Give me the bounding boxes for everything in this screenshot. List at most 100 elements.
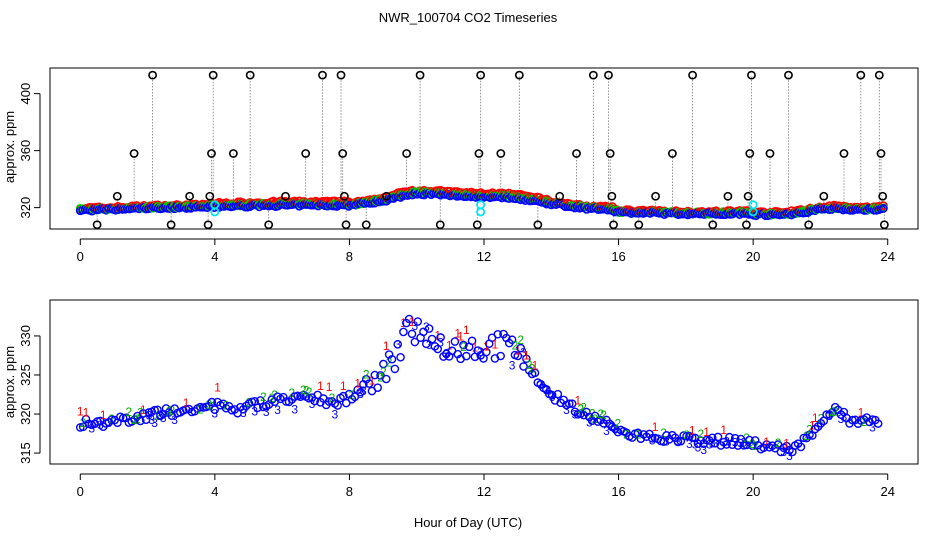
point-level-3: 3 — [700, 443, 707, 457]
point-level-2: 2 — [635, 428, 642, 442]
point-circle — [370, 370, 380, 380]
top-panel: approx. ppm 0 4 8 12 16 20 24 320 360 400 — [2, 67, 919, 264]
point-level-2: 2 — [529, 362, 536, 376]
point-level-1: 1 — [183, 396, 190, 410]
spike-point — [361, 220, 371, 230]
point-level-3: 3 — [160, 411, 167, 425]
point-circle — [553, 389, 563, 399]
point-level-3 — [878, 204, 888, 213]
point-level-1: 1 — [812, 411, 819, 425]
top-y-tick-label: 360 — [18, 140, 33, 162]
point-circle — [530, 368, 540, 378]
point-circle — [339, 391, 348, 401]
point-level-3: 3 — [477, 345, 484, 359]
point-level-3: 3 — [563, 403, 570, 417]
spike-point — [245, 70, 255, 80]
point-level-3: 3 — [723, 435, 730, 449]
point-calibration — [476, 207, 486, 217]
point-circle — [379, 359, 388, 369]
point-level-3: 3 — [840, 410, 847, 424]
chart-title: NWR_100704 CO2 Timeseries — [379, 10, 558, 25]
point-level-1: 1 — [809, 419, 816, 433]
point-circle — [519, 362, 528, 371]
bottom-y-axis-label: approx. ppm — [2, 346, 17, 418]
point-level-1: 1 — [575, 393, 582, 407]
point-level-2: 2 — [749, 437, 756, 451]
point-level-1: 1 — [454, 326, 461, 340]
point-level-3: 3 — [412, 319, 419, 333]
spike-point — [607, 191, 617, 201]
point-circle — [873, 419, 883, 428]
spike-point — [651, 191, 660, 201]
bottom-x-tick-label: 12 — [477, 484, 491, 499]
point-circle — [364, 379, 374, 388]
spike-point — [609, 220, 618, 230]
top-data-points — [75, 70, 889, 230]
point-level-1: 1 — [446, 339, 453, 353]
spike-point — [605, 149, 615, 158]
spike-point — [415, 70, 425, 80]
spike-point — [708, 220, 718, 230]
spike-point — [402, 149, 412, 158]
point-level-1: 1 — [523, 349, 530, 363]
point-circle — [118, 413, 128, 423]
point-level-2: 2 — [80, 416, 87, 430]
point-level-2: 2 — [269, 391, 276, 405]
spike-point — [185, 191, 195, 201]
point-level-3: 3 — [240, 406, 247, 420]
point-level-2: 2 — [363, 367, 370, 381]
point-circle — [450, 337, 460, 346]
point-circle — [381, 374, 391, 384]
point-circle — [373, 383, 382, 392]
point-level-3: 3 — [88, 422, 95, 436]
spike-point — [228, 149, 238, 158]
point-level-2: 2 — [806, 422, 813, 436]
point-level-1: 1 — [340, 379, 347, 393]
point-level-3: 3 — [291, 402, 298, 416]
point-level-2: 2 — [597, 407, 604, 421]
point-level-2: 2 — [775, 436, 782, 450]
spike-point — [874, 70, 884, 80]
point-level-2: 2 — [223, 398, 230, 412]
point-level-1: 1 — [783, 436, 790, 450]
point-circle — [210, 405, 219, 414]
point-level-2: 2 — [683, 428, 690, 442]
point-circle — [387, 354, 397, 364]
point-level-3: 3 — [274, 403, 281, 417]
point-circle — [516, 343, 525, 353]
point-level-2: 2 — [377, 370, 384, 384]
point-circle — [796, 442, 806, 452]
point-circle — [564, 399, 574, 409]
bottom-x-tick-label: 8 — [346, 484, 353, 499]
point-circle — [324, 397, 334, 406]
point-level-3: 3 — [171, 413, 178, 427]
point-circle — [281, 397, 291, 406]
spike-point — [281, 191, 290, 201]
spike-point — [745, 149, 755, 158]
spike-point — [879, 220, 889, 230]
bottom-x-tick-label: 20 — [746, 484, 760, 499]
top-y-tick-label: 320 — [18, 197, 33, 219]
point-level-2: 2 — [300, 383, 307, 397]
point-level-3: 3 — [157, 408, 164, 422]
point-level-3: 3 — [869, 421, 876, 435]
point-circle — [341, 398, 351, 408]
point-level-2: 2 — [860, 415, 867, 429]
spike-point — [339, 191, 349, 201]
top-x-tick-label: 12 — [477, 249, 491, 264]
point-level-2: 2 — [380, 365, 387, 379]
point-circle — [407, 329, 417, 339]
point-circle — [207, 397, 217, 407]
bottom-y-tick-label: 315 — [18, 442, 33, 464]
spike-point — [878, 191, 888, 201]
point-circle — [687, 433, 697, 442]
point-level-3: 3 — [603, 424, 610, 438]
spike-point — [207, 149, 216, 158]
spike-point — [747, 70, 756, 80]
point-level-3: 3 — [695, 440, 702, 454]
point-level-1: 1 — [369, 374, 376, 388]
point-level-3: 3 — [509, 359, 516, 373]
